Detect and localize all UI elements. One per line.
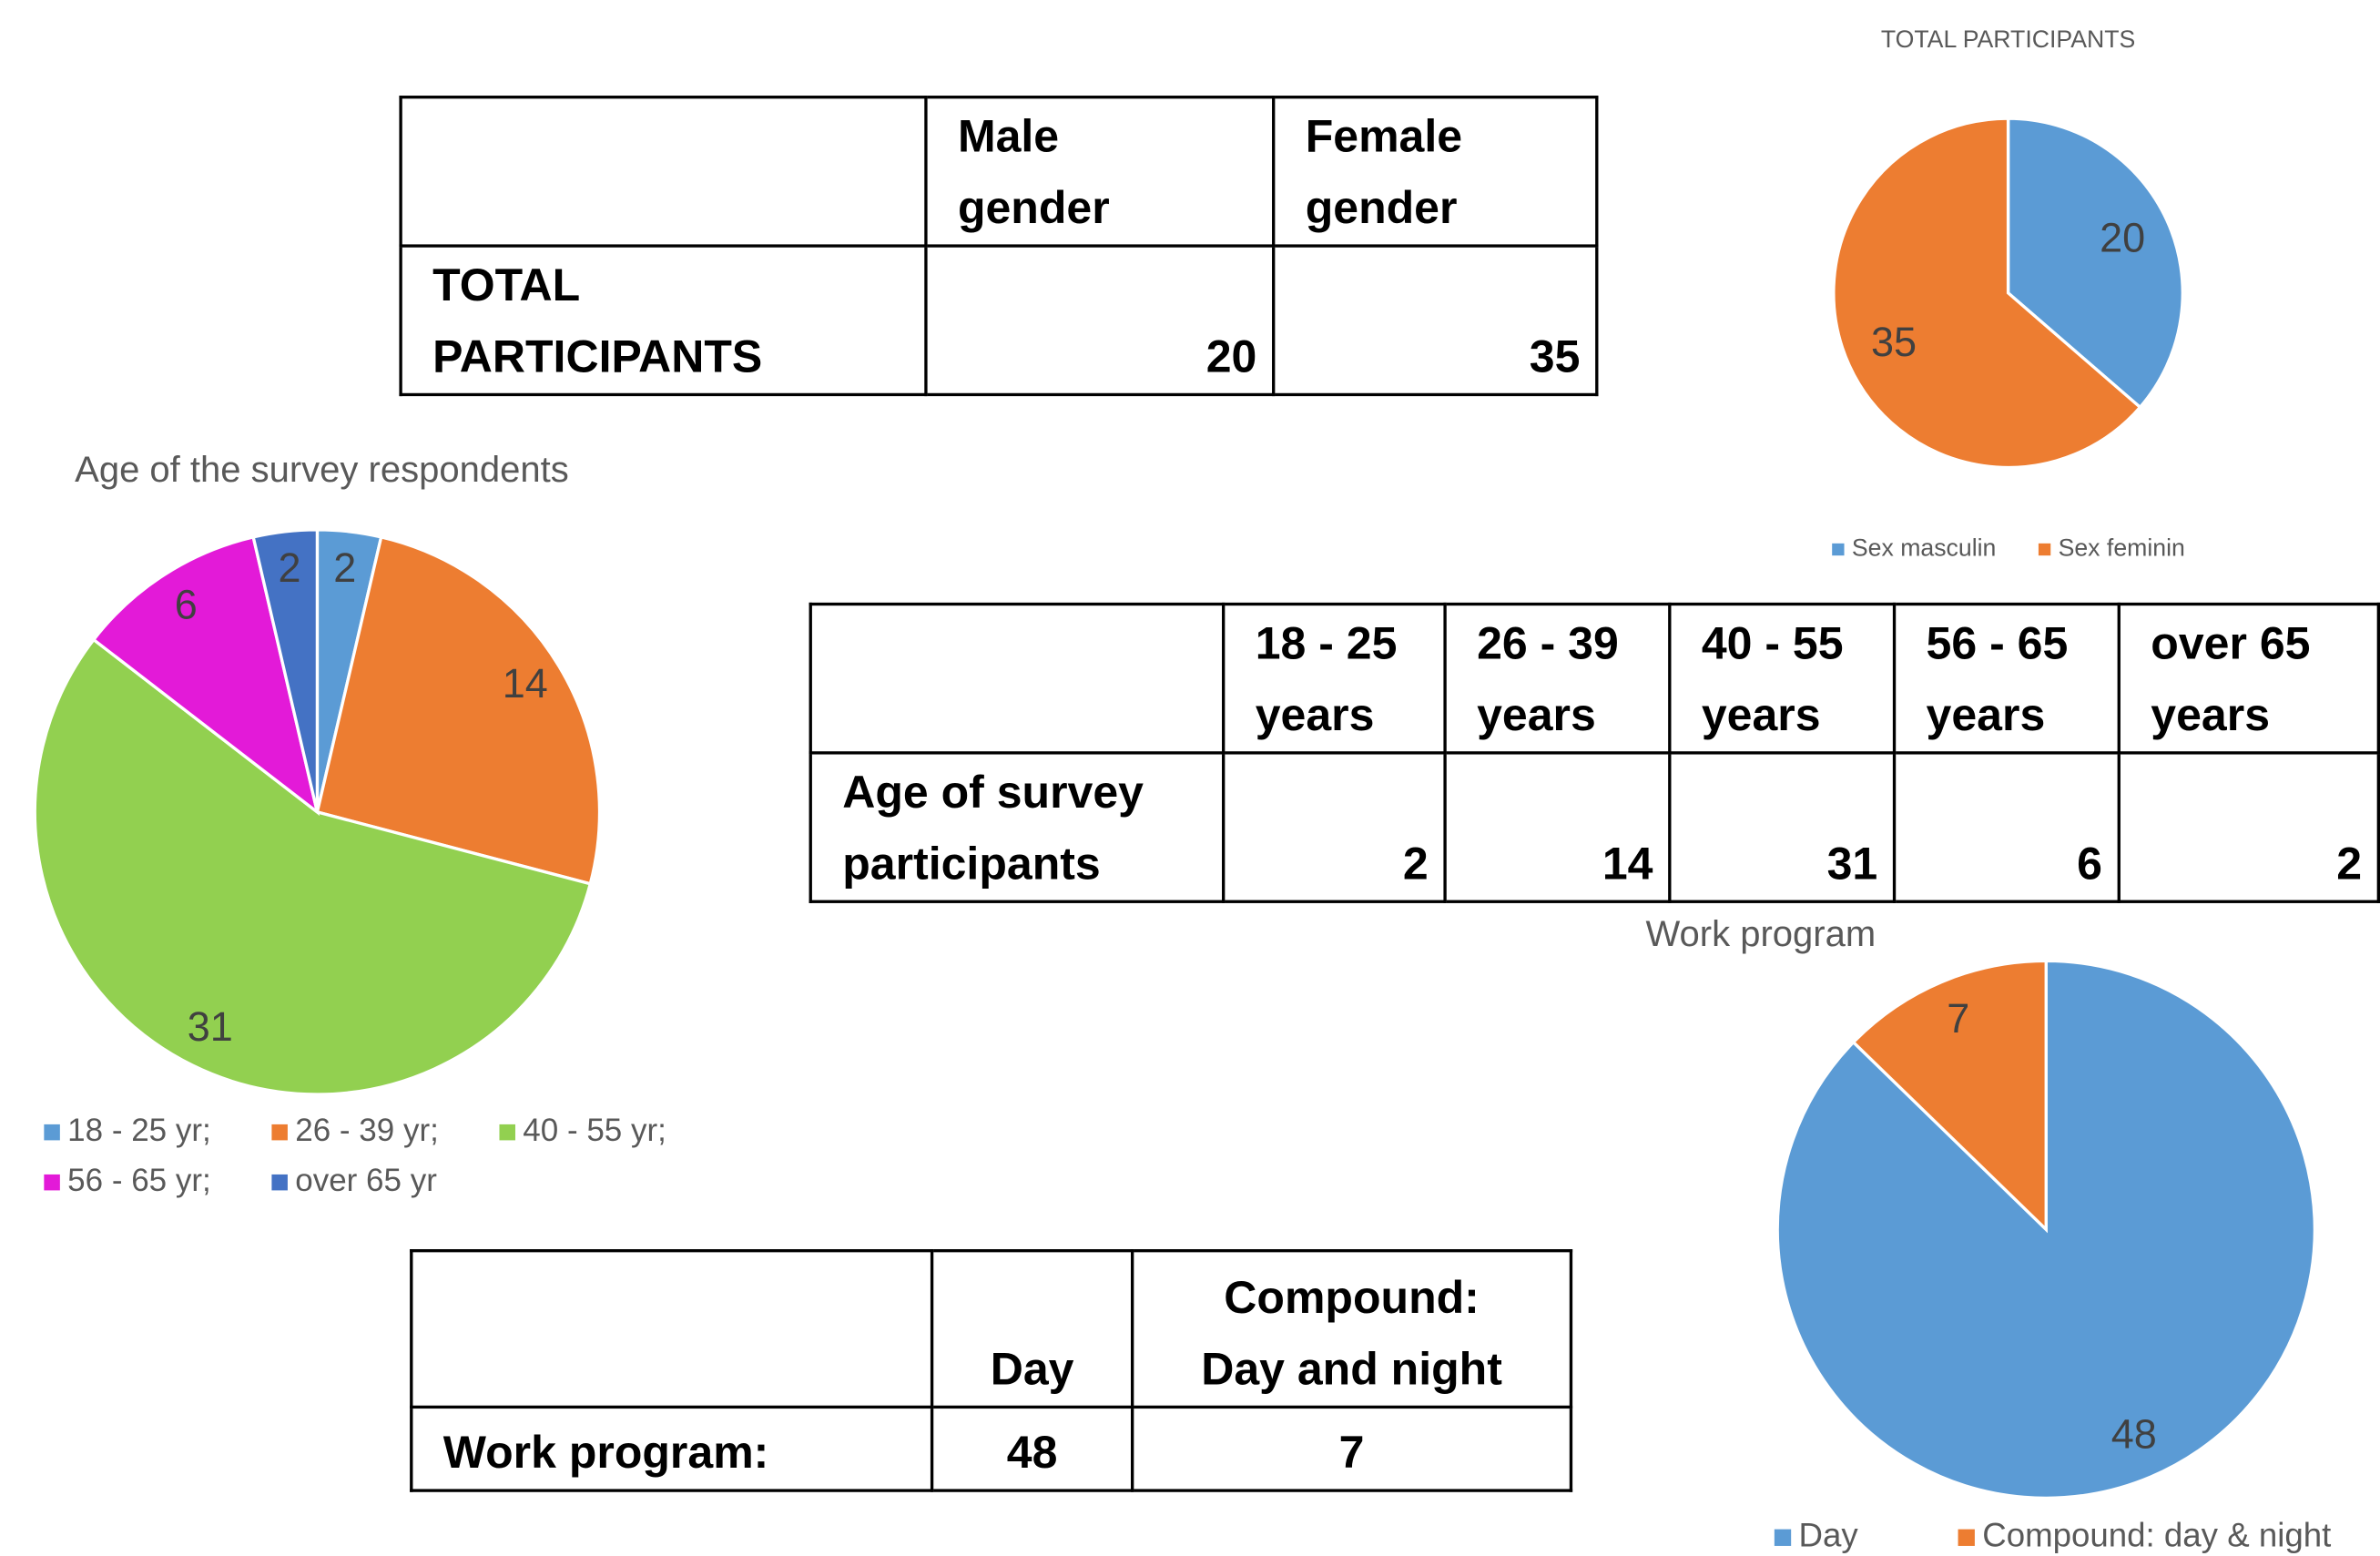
chart-title: Age of the survey respondents xyxy=(75,450,569,490)
data-label: 7 xyxy=(1947,995,1969,1042)
legend-swatch xyxy=(1774,1529,1792,1546)
legend-swatch xyxy=(1958,1529,1975,1546)
data-row: Age of survey participants 2 14 31 6 2 xyxy=(809,751,2380,903)
cell-value: 20 xyxy=(924,244,1276,397)
table: Male gender Female gender TOTAL PARTICIPAN… xyxy=(399,96,1599,397)
cell-value: 6 xyxy=(1892,751,2121,903)
data-label: 48 xyxy=(2111,1411,2157,1458)
column-header: 56 - 65 years xyxy=(1892,602,2121,755)
legend-swatch xyxy=(44,1124,60,1141)
column-header: Compound: Day and night xyxy=(1130,1249,1573,1409)
data-label: 2 xyxy=(279,544,301,591)
legend-swatch xyxy=(44,1174,60,1191)
data-label: 20 xyxy=(2100,214,2145,260)
row-label: Work program: xyxy=(410,1405,934,1492)
row-label: TOTAL PARTICIPANTS xyxy=(399,244,928,397)
pie-slice xyxy=(2006,117,2184,410)
pie-slice xyxy=(91,534,320,817)
legend-label: 56 - 65 yr; xyxy=(67,1163,211,1198)
column-header: Female gender xyxy=(1272,96,1599,248)
corner-cell xyxy=(399,96,928,248)
table: Day Compound: Day and night Work program: 4… xyxy=(410,1249,1573,1492)
column-header: over 65 years xyxy=(2117,602,2380,755)
column-header: 18 - 25 years xyxy=(1222,602,1447,755)
chart-title: Work program xyxy=(1646,914,1877,954)
legend-label: Compound: day & night xyxy=(1982,1516,2331,1553)
legend-swatch xyxy=(271,1174,288,1191)
legend-label: Sex feminin xyxy=(2059,534,2185,562)
corner-cell xyxy=(809,602,1226,755)
legend-label: 18 - 25 yr; xyxy=(67,1113,211,1148)
column-header: Male gender xyxy=(924,96,1276,248)
legend-label: Sex masculin xyxy=(1852,534,1997,562)
cell-value: 2 xyxy=(1222,751,1447,903)
legend-label: Day xyxy=(1799,1516,1859,1553)
data-row: Work program: 48 7 xyxy=(410,1405,1573,1492)
header-row: 18 - 25 years 26 - 39 years 40 - 55 years 5… xyxy=(809,602,2380,755)
data-label: 31 xyxy=(188,1003,233,1050)
header-row: Male gender Female gender xyxy=(399,96,1599,248)
pie-slice xyxy=(1851,959,2048,1234)
table: 18 - 25 years 26 - 39 years 40 - 55 years 5… xyxy=(809,602,2380,903)
pie-slice xyxy=(251,528,320,813)
column-header: Day xyxy=(930,1249,1134,1409)
pie-slice xyxy=(1832,117,2142,470)
cell-value: 14 xyxy=(1443,751,1672,903)
pie-slice xyxy=(1775,959,2316,1500)
cell-value: 48 xyxy=(930,1405,1134,1492)
pie-slice xyxy=(33,637,593,1096)
legend-swatch xyxy=(2038,543,2051,556)
cell-value: 7 xyxy=(1130,1405,1573,1492)
data-label: 35 xyxy=(1871,319,1917,365)
pie-slice xyxy=(315,534,602,886)
data-label: 2 xyxy=(333,544,356,591)
legend-label: 26 - 39 yr; xyxy=(295,1113,439,1148)
cell-value: 2 xyxy=(2117,751,2380,903)
data-label: 14 xyxy=(503,660,548,707)
column-header: 26 - 39 years xyxy=(1443,602,1672,755)
corner-cell xyxy=(410,1249,934,1409)
data-label: 6 xyxy=(175,581,198,627)
chart-title: TOTAL PARTICIPANTS xyxy=(1881,25,2135,53)
legend-swatch xyxy=(1832,543,1845,556)
legend-swatch xyxy=(499,1124,515,1141)
legend-label: over 65 yr xyxy=(295,1163,437,1198)
legend-label: 40 - 55 yr; xyxy=(523,1113,666,1148)
cell-value: 31 xyxy=(1668,751,1897,903)
row-label: Age of survey participants xyxy=(809,751,1226,903)
legend-swatch xyxy=(271,1124,288,1141)
cell-value: 35 xyxy=(1272,244,1599,397)
header-row: Day Compound: Day and night xyxy=(410,1249,1573,1409)
data-row: TOTAL PARTICIPANTS 20 35 xyxy=(399,244,1599,397)
column-header: 40 - 55 years xyxy=(1668,602,1897,755)
